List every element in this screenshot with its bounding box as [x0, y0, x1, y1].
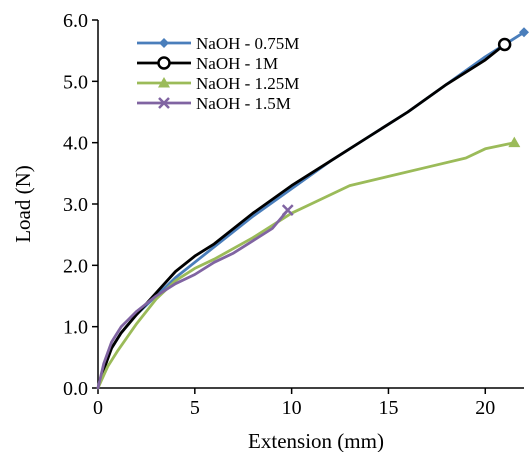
y-tick-label: 3.0: [63, 194, 88, 216]
legend-marker: [158, 77, 170, 88]
y-axis-title: Load (N): [11, 165, 35, 243]
y-axis-ticks: 0.0 1.0 2.0 3.0 4.0 5.0 6.0: [63, 10, 98, 400]
y-tick-label: 2.0: [63, 255, 88, 277]
legend-label: NaOH - 0.75M: [196, 34, 299, 53]
series-layer: [96, 27, 529, 390]
legend-label: NaOH - 1.5M: [196, 94, 291, 113]
series-line: [96, 208, 290, 390]
y-tick-label: 5.0: [63, 71, 88, 93]
legend-item: NaOH - 1.5M: [137, 94, 291, 113]
legend-marker: [159, 38, 169, 48]
legend-label: NaOH - 1.25M: [196, 74, 299, 93]
legend-item: NaOH - 1M: [137, 54, 278, 73]
x-tick-label: 20: [475, 397, 495, 419]
y-tick-label: 4.0: [63, 133, 88, 155]
x-tick-label: 15: [378, 397, 398, 419]
legend-item: NaOH - 0.75M: [137, 34, 299, 53]
series-3: [96, 204, 294, 390]
series-end-marker: [508, 136, 521, 148]
y-tick-label: 1.0: [63, 317, 88, 339]
legend-item: NaOH - 1.25M: [137, 74, 299, 93]
series-line: [96, 43, 507, 390]
legend-marker: [157, 56, 171, 70]
x-axis-ticks: 0 5 10 15 20: [93, 388, 495, 419]
series-2: [96, 136, 521, 390]
series-end-marker: [519, 27, 529, 38]
y-tick-label: 0.0: [63, 378, 88, 400]
y-tick-label: 6.0: [63, 10, 88, 32]
legend-label: NaOH - 1M: [196, 54, 278, 73]
series-line: [96, 141, 516, 390]
legend-marker: [158, 97, 170, 109]
series-end-marker: [497, 37, 512, 52]
x-tick-label: 10: [282, 397, 302, 419]
x-tick-label: 5: [190, 397, 200, 419]
series-1: [96, 37, 512, 390]
x-axis-title: Extension (mm): [248, 429, 384, 452]
series-end-marker: [281, 204, 294, 217]
x-tick-label: 0: [93, 397, 103, 419]
